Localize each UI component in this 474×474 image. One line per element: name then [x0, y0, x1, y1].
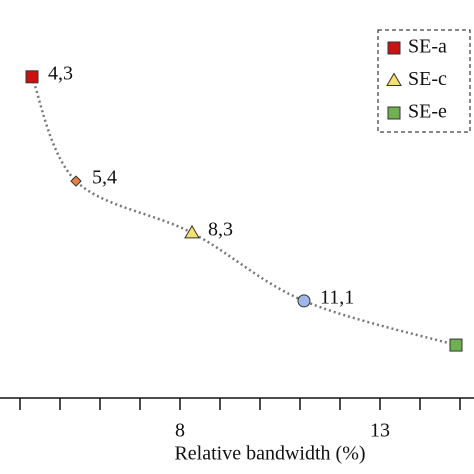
legend-label: SE-a [408, 36, 447, 58]
marker [70, 175, 82, 187]
x-tick-label: 13 [370, 420, 390, 442]
legend-marker [387, 106, 401, 120]
legend-label: SE-e [408, 101, 447, 123]
legend-label: SE-c [408, 68, 447, 90]
legend-marker [386, 72, 402, 86]
point-label: 5,4 [92, 167, 117, 189]
marker [25, 70, 39, 84]
marker [449, 338, 463, 352]
point-label: 4,3 [48, 62, 73, 84]
marker [184, 224, 200, 239]
marker [297, 294, 311, 308]
legend-marker [387, 41, 401, 55]
x-axis-label: Relative bandwidth (%) [174, 443, 365, 465]
point-label: 8,3 [208, 218, 233, 240]
point-label: 11,1 [320, 286, 354, 308]
x-tick-label: 8 [175, 420, 185, 442]
